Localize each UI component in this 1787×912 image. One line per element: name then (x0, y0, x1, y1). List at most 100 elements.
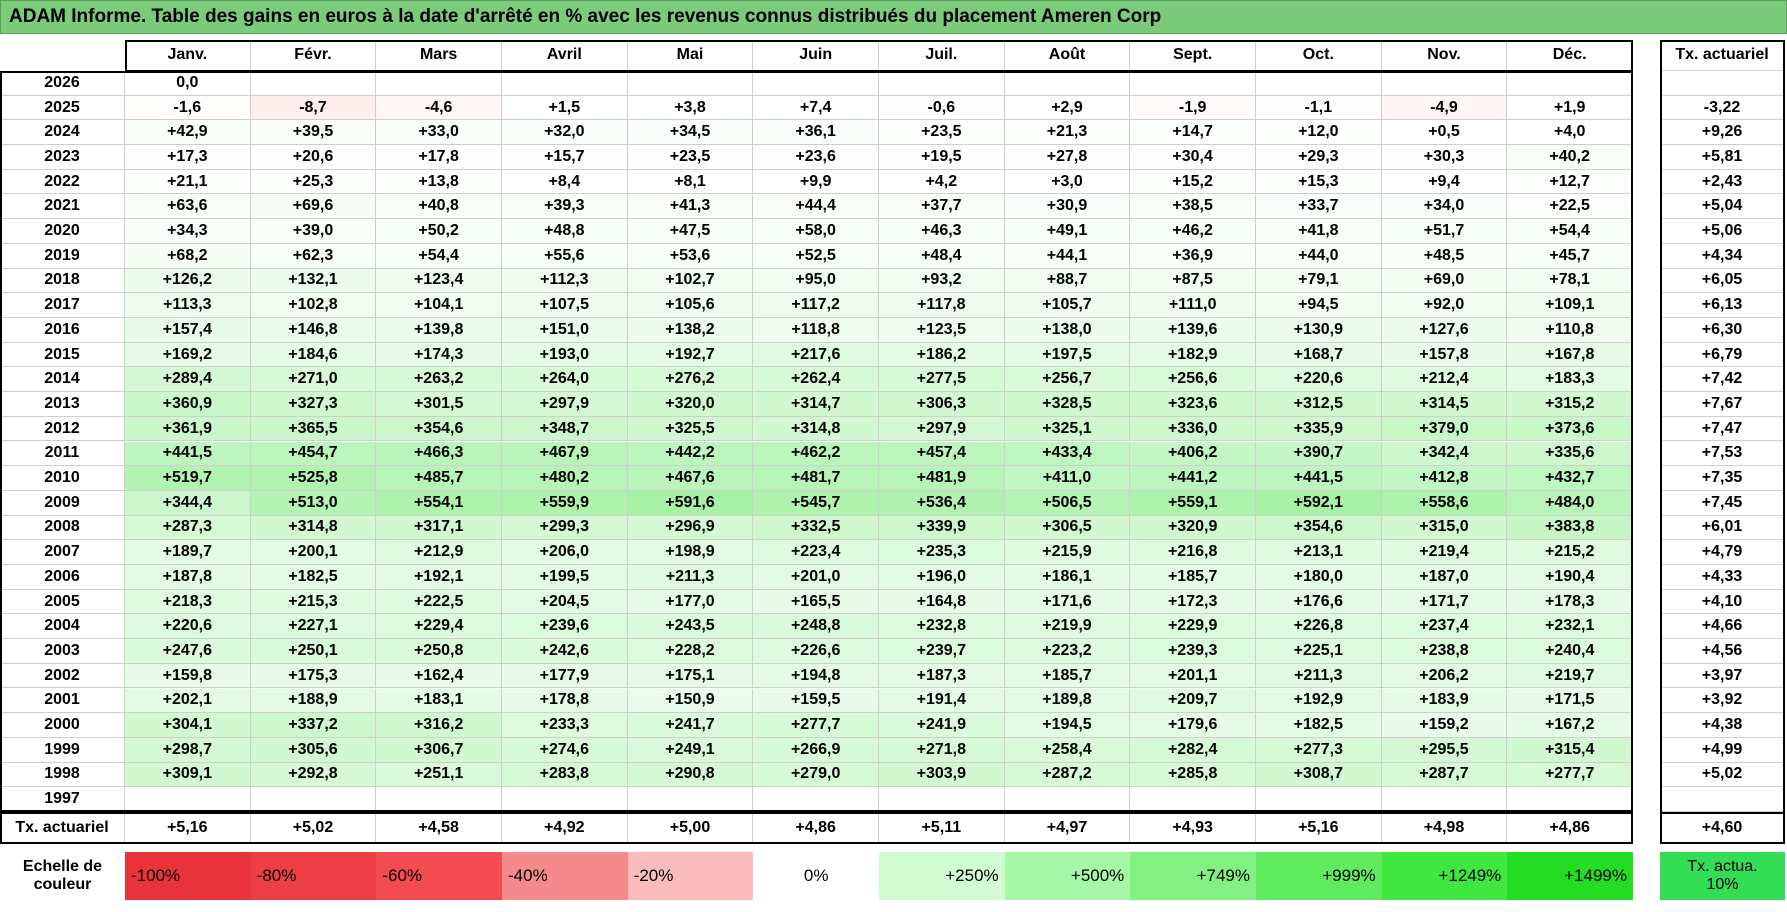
year: 2013 (0, 392, 125, 417)
value-cell: +175,1 (627, 663, 754, 689)
value-cell: +127,6 (1381, 318, 1508, 343)
value-cell: +189,8 (1004, 688, 1131, 714)
value-cell: +9,9 (753, 169, 879, 195)
value-cell: +78,1 (1507, 268, 1633, 294)
value-cell: +198,9 (627, 540, 754, 565)
footer-cell: +5,16 (1256, 813, 1382, 844)
value-cell: -0,6 (879, 95, 1005, 121)
value-cell: +2,9 (1004, 95, 1131, 121)
value-cell: +191,4 (879, 688, 1005, 714)
value-cell: +15,3 (1256, 169, 1382, 195)
value-cell: +242,6 (502, 639, 628, 664)
value-cell: +314,8 (250, 515, 377, 541)
value-cell: +287,3 (125, 515, 251, 541)
value-cell: +222,5 (376, 589, 502, 615)
value-cell: +525,8 (250, 466, 377, 491)
value-cell: +215,9 (1004, 540, 1131, 565)
value-cell: +232,8 (879, 614, 1005, 640)
year: 2004 (0, 614, 125, 640)
value-cell: +480,2 (502, 466, 628, 491)
value-cell (1130, 787, 1256, 812)
value-cell: +58,0 (753, 219, 879, 244)
column-header: Janv. (125, 40, 251, 71)
value-cell: +247,6 (125, 639, 251, 664)
value-cell: +44,4 (753, 194, 879, 220)
value-cell: +47,5 (627, 219, 754, 244)
value-cell: +53,6 (627, 243, 754, 269)
value-cell: +40,2 (1507, 145, 1633, 170)
year: 2003 (0, 639, 125, 664)
value-cell: +33,0 (376, 120, 502, 146)
value-cell: +105,6 (627, 293, 754, 318)
value-cell: +48,5 (1381, 243, 1508, 269)
value-cell: +506,5 (1004, 490, 1131, 516)
value-cell: -8,7 (250, 95, 377, 121)
value-cell: +171,7 (1381, 589, 1508, 615)
value-cell: +308,7 (1256, 762, 1382, 788)
tx-cell: +5,81 (1660, 145, 1785, 170)
value-cell: +194,5 (1004, 713, 1131, 738)
value-cell: +34,3 (125, 219, 251, 244)
value-cell: +62,3 (250, 243, 377, 269)
value-cell: +34,0 (1381, 194, 1508, 220)
value-cell: +175,3 (250, 663, 377, 689)
year: 2005 (0, 589, 125, 615)
value-cell: +171,5 (1507, 688, 1633, 714)
value-cell: +36,1 (753, 120, 879, 146)
value-cell: +162,4 (376, 663, 502, 689)
value-cell: +46,3 (879, 219, 1005, 244)
value-cell: +188,9 (250, 688, 377, 714)
value-cell: +150,9 (627, 688, 754, 714)
value-cell: +271,0 (250, 367, 377, 393)
value-cell: +68,2 (125, 243, 251, 269)
value-cell: +187,3 (879, 663, 1005, 689)
value-cell: +339,9 (879, 515, 1005, 541)
year: 2022 (0, 169, 125, 195)
value-cell: +39,3 (502, 194, 628, 220)
value-cell: +271,8 (879, 737, 1005, 763)
value-cell: +287,7 (1381, 762, 1508, 788)
value-cell: +220,6 (125, 614, 251, 640)
column-header: Déc. (1507, 40, 1633, 71)
value-cell: +481,7 (753, 466, 879, 491)
value-cell: +41,8 (1256, 219, 1382, 244)
tx-cell: +4,79 (1660, 540, 1785, 565)
value-cell: +233,3 (502, 713, 628, 738)
value-cell: -4,6 (376, 95, 502, 121)
value-cell: +192,7 (627, 342, 754, 368)
value-cell: +344,4 (125, 490, 251, 516)
tx-cell: +7,35 (1660, 466, 1785, 491)
year: 1997 (0, 787, 125, 812)
value-cell: +41,3 (627, 194, 754, 220)
tx-cell: +7,67 (1660, 392, 1785, 417)
footer-cell: +4,58 (376, 813, 502, 844)
value-cell: -1,6 (125, 95, 251, 121)
value-cell: +36,9 (1130, 243, 1256, 269)
column-header: Févr. (250, 40, 377, 71)
value-cell: +48,4 (879, 243, 1005, 269)
value-cell: +130,9 (1256, 318, 1382, 343)
value-cell: +211,3 (1256, 663, 1382, 689)
value-cell: +256,7 (1004, 367, 1131, 393)
year: 2000 (0, 713, 125, 738)
column-header: Avril (502, 40, 628, 71)
value-cell (627, 71, 754, 96)
value-cell: +219,4 (1381, 540, 1508, 565)
value-cell: +320,0 (627, 392, 754, 417)
tx-cell: +6,30 (1660, 318, 1785, 343)
value-cell: +192,9 (1256, 688, 1382, 714)
value-cell: +466,3 (376, 441, 502, 467)
year: 2015 (0, 342, 125, 368)
year: 2019 (0, 243, 125, 269)
value-cell: +151,0 (502, 318, 628, 343)
value-cell (376, 71, 502, 96)
value-cell: +481,9 (879, 466, 1005, 491)
value-cell: +297,9 (502, 392, 628, 417)
tx-cell: -3,22 (1660, 95, 1785, 121)
value-cell: +212,4 (1381, 367, 1508, 393)
value-cell: +4,2 (879, 169, 1005, 195)
value-cell: +0,5 (1381, 120, 1508, 146)
value-cell: +241,9 (879, 713, 1005, 738)
value-cell: +406,2 (1130, 441, 1256, 467)
year: 2016 (0, 318, 125, 343)
